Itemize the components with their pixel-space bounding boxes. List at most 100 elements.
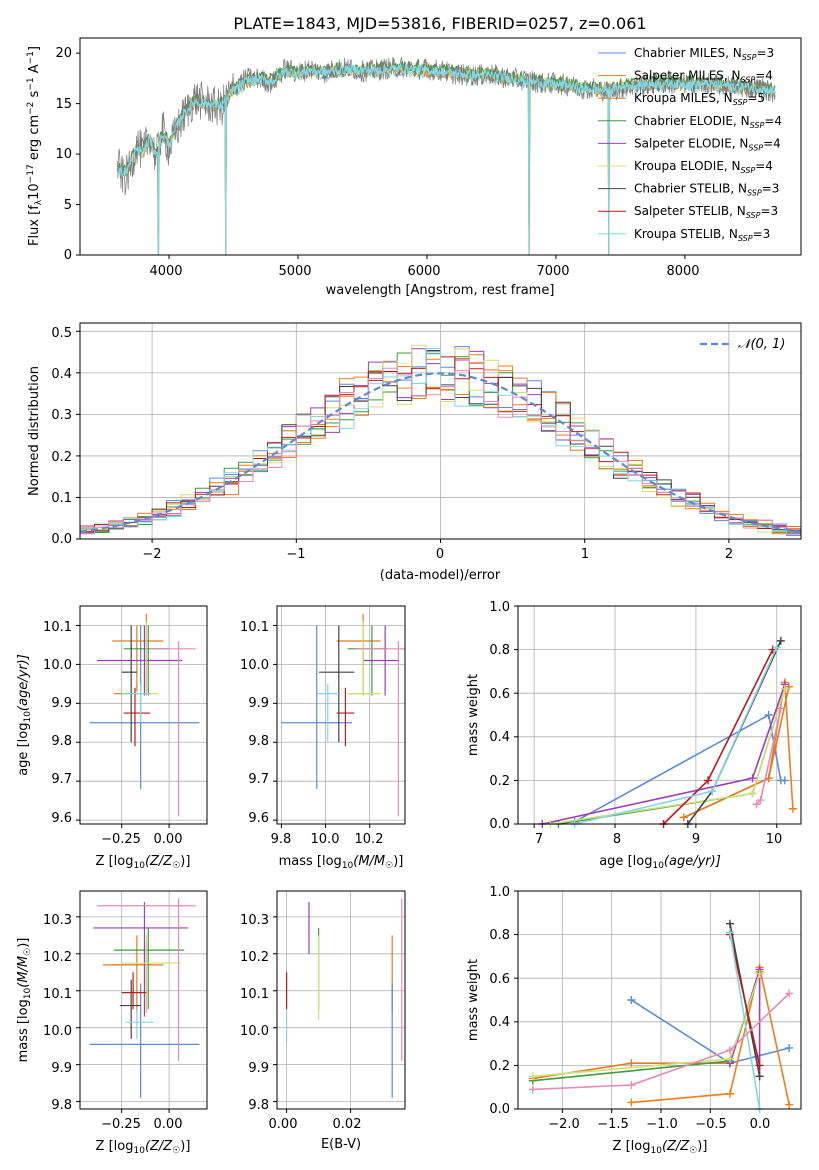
plus-marker: [726, 928, 735, 937]
spectrum-x-ticks: 4000 5000 6000 7000 8000: [149, 264, 699, 279]
mass-weight-vs-age-xtick-label: 9: [692, 832, 700, 847]
mass-vs-Z-ytick-label: 10.2: [43, 950, 72, 965]
age-vs-mass-xlabel: mass [log10(M/M☉)]: [279, 854, 404, 871]
mass-weight-series-line: [532, 992, 790, 1091]
mass-vs-Z-panel: −0.25 0.00 9.8 9.9 10.0 10.1 10.2 10.3 Z…: [16, 890, 208, 1156]
plus-marker: [627, 1098, 636, 1107]
plus-marker: [627, 1059, 636, 1068]
plus-marker: [785, 1043, 794, 1052]
mass-weight-vs-Z-axes-frame: [517, 890, 802, 1110]
mass-vs-Z-xtick-label: 0.00: [154, 1117, 183, 1132]
mass-weight-vs-Z-ytick-label: 0.4: [489, 1015, 510, 1030]
age-vs-mass-ytick-label: 10.0: [240, 658, 269, 673]
plus-marker: [752, 800, 761, 809]
residuals-xtick-label: −2: [142, 547, 161, 562]
residuals-xlabel: (data-model)/error: [380, 568, 501, 583]
age-vs-mass-ytick-label: 10.1: [240, 620, 269, 635]
plus-marker: [528, 1072, 537, 1081]
spectrum-xtick-label: 6000: [407, 264, 440, 279]
mass-weight-vs-Z-xtick-label: −1.0: [646, 1117, 678, 1132]
age-vs-Z-ytick-label: 9.9: [51, 696, 72, 711]
mass-weight-vs-Z-xtick-label: −2.0: [548, 1117, 580, 1132]
age-vs-mass-xtick-label: 10.0: [311, 832, 340, 847]
spectrum-legend: Chabrier MILES, NSSP=3 Salpeter MILES, NS…: [598, 46, 782, 243]
best-fit-model-line: [116, 62, 776, 256]
spectrum-xtick-label: 8000: [666, 264, 699, 279]
gaussian-curve: [79, 372, 802, 533]
mass-weight-vs-Z-ylabel: mass weight: [466, 959, 481, 1041]
plus-marker: [788, 804, 797, 813]
legend-label: Salpeter ELODIE, NSSP=4: [634, 136, 781, 152]
plus-marker: [755, 969, 764, 978]
mass-vs-Z-ylabel: mass [log10(M/M☉)]: [16, 938, 33, 1063]
plus-marker: [748, 774, 757, 783]
age-vs-mass-ytick-label: 9.9: [248, 696, 269, 711]
mass-weight-vs-Z-ytick-label: 0.2: [489, 1059, 510, 1074]
age-vs-mass-ytick-label: 9.8: [248, 734, 269, 749]
age-vs-mass-ytick-label: 9.6: [248, 811, 269, 826]
plus-marker: [748, 789, 757, 798]
mass-vs-Z-ytick-label: 10.3: [43, 913, 72, 928]
mass-weight-vs-age-ytick-label: 0.8: [489, 643, 510, 658]
legend-label: Kroupa ELODIE, NSSP=4: [634, 159, 773, 175]
residuals-ytick-label: 0.0: [51, 532, 72, 547]
age-vs-Z-ytick-label: 9.7: [51, 772, 72, 787]
mass-vs-ebv-ytick-label: 10.3: [240, 913, 269, 928]
mass-weight-vs-age-ytick-label: 0.2: [489, 774, 510, 789]
residuals-ytick-label: 0.5: [51, 326, 72, 341]
age-vs-mass-xtick-label: 9.8: [271, 832, 292, 847]
age-vs-mass-axes-frame: [276, 605, 406, 825]
age-vs-Z-panel: −0.25 0.00 9.6 9.7 9.8 9.9 10.0 10.1 Z […: [16, 605, 208, 871]
age-vs-Z-axes-frame: [79, 605, 208, 825]
mass-vs-Z-ytick-label: 9.9: [51, 1061, 72, 1076]
spectrum-ytick-label: 20: [55, 46, 72, 61]
spectrum-axes-frame: [79, 37, 802, 256]
age-vs-Z-ytick-label: 9.8: [51, 734, 72, 749]
mass-vs-Z-xlabel: Z [log10(Z/Z☉)]: [96, 1139, 191, 1156]
mass-vs-ebv-xlabel: E(B-V): [321, 1137, 361, 1152]
mass-weight-vs-Z-xtick-label: −0.5: [695, 1117, 727, 1132]
legend-label: Kroupa STELIB, NSSP=3: [634, 227, 770, 243]
mass-weight-vs-age-plot-area: [514, 605, 801, 828]
plus-marker: [776, 704, 785, 713]
mass-vs-ebv-axes-frame: [276, 890, 406, 1110]
legend-label: Chabrier MILES, NSSP=3: [634, 46, 774, 62]
age-vs-Z-ytick-label: 9.6: [51, 811, 72, 826]
plus-marker: [726, 919, 735, 928]
plus-marker: [785, 1100, 794, 1109]
mass-weight-vs-age-xtick-label: 8: [613, 832, 621, 847]
plus-marker: [755, 1061, 764, 1070]
age-vs-Z-xtick-label: −0.25: [101, 832, 141, 847]
residuals-xtick-label: 1: [581, 547, 589, 562]
mass-vs-ebv-ytick-label: 9.8: [248, 1098, 269, 1113]
spectrum-ytick-label: 0: [64, 248, 72, 263]
spectrum-xtick-label: 4000: [149, 264, 182, 279]
spectrum-xlabel: wavelength [Angstrom, rest frame]: [326, 283, 555, 298]
plus-marker: [756, 796, 765, 805]
mass-vs-ebv-plot-area: [273, 891, 405, 1113]
mass-weight-vs-age-ytick-label: 0.0: [489, 817, 510, 832]
plus-marker: [780, 684, 789, 693]
plus-marker: [627, 996, 636, 1004]
mass-weight-vs-Z-ytick-label: 0.0: [489, 1102, 510, 1117]
mass-weight-series-line: [729, 934, 761, 1066]
plus-marker: [726, 1054, 735, 1063]
spectrum-panel: 4000 5000 6000 7000 8000 0 5 10 15 20 wa…: [26, 37, 802, 298]
mass-weight-vs-Z-xtick-label: −1.5: [597, 1117, 629, 1132]
mass-vs-Z-ytick-label: 9.8: [51, 1098, 72, 1113]
plus-marker: [726, 1046, 735, 1055]
residuals-xtick-label: −1: [286, 547, 305, 562]
age-vs-Z-xlabel: Z [log10(Z/Z☉)]: [96, 854, 191, 871]
mass-weight-vs-age-ytick-label: 1.0: [489, 600, 510, 615]
residuals-ytick-label: 0.4: [51, 367, 72, 382]
plus-marker: [528, 1085, 537, 1094]
legend-label: Kroupa MILES, NSSP=5: [634, 91, 765, 107]
spectrum-ytick-label: 15: [55, 97, 72, 112]
spectrum-xtick-label: 5000: [278, 264, 311, 279]
age-vs-Z-plot-area: [76, 606, 207, 828]
residuals-x-ticks: −2 −1 0 1 2: [142, 547, 733, 562]
plus-marker: [627, 1081, 636, 1090]
age-vs-mass-plot-area: [273, 606, 405, 828]
legend-label: Salpeter STELIB, NSSP=3: [634, 204, 778, 220]
